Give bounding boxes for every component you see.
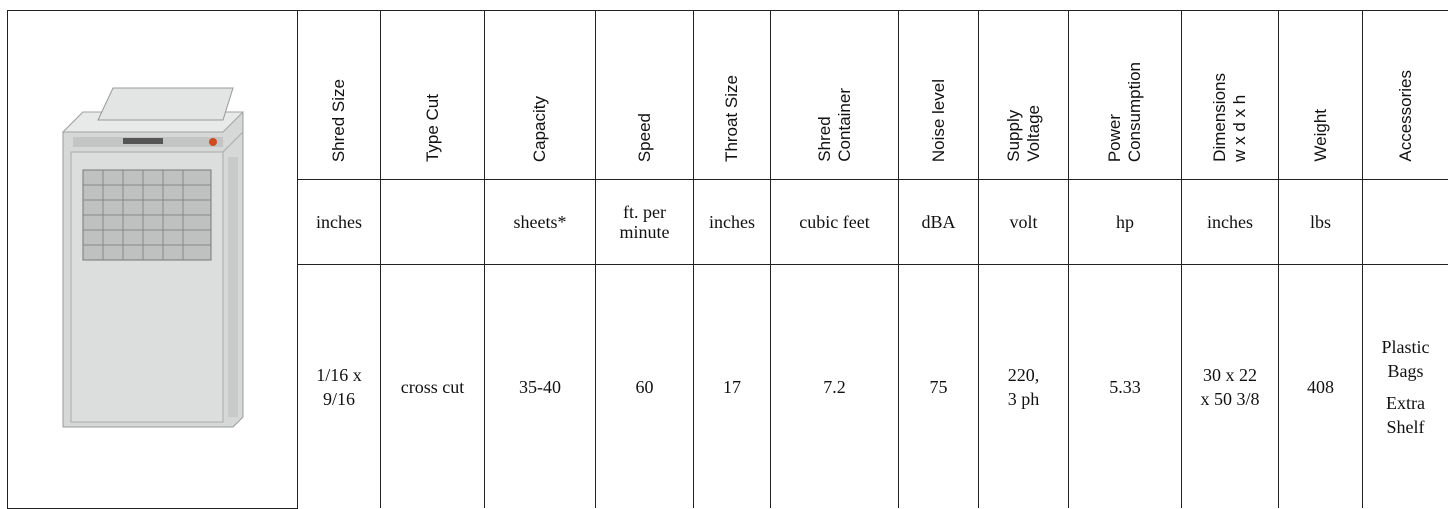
unit-cell: cubic feet [771,180,899,265]
header-text: Throat Size [722,63,742,174]
header-text: Noise level [929,67,949,174]
spec-table: Shred Size Type Cut Capacity Speed Throat Si… [7,10,1448,509]
header-line: Speed [635,113,655,162]
header-line: Supply [1004,105,1024,162]
column-header: Speed [596,11,694,180]
unit-cell: volt [979,180,1069,265]
unit-cell: inches [694,180,771,265]
value-cell: 220,3 ph [979,265,1069,509]
unit-cell: ft. per minute [596,180,694,265]
header-text: Type Cut [423,82,443,174]
value-line: 408 [1279,375,1362,399]
header-line: Type Cut [423,94,443,162]
shredder-image [53,82,253,432]
header-text: Speed [635,101,655,174]
header-line: Consumption [1125,62,1145,162]
value-line: 30 x 22 [1182,363,1278,387]
value-line: x 50 3/8 [1182,387,1278,411]
unit-cell: sheets* [485,180,596,265]
header-line: w x d x h [1230,73,1250,162]
column-header: Noise level [899,11,979,180]
value-line: 17 [694,375,770,399]
header-line: Noise level [929,79,949,162]
value-line: 75 [899,375,978,399]
column-header: Throat Size [694,11,771,180]
unit-cell [1363,180,1448,265]
header-row: Shred Size Type Cut Capacity Speed Throat Si… [8,11,1448,180]
header-line: Accessories [1396,70,1416,162]
value-cell: 7.2 [771,265,899,509]
value-line: Extra Shelf [1363,391,1448,439]
value-line: Plastic Bags [1363,335,1448,383]
value-line: 7.2 [771,375,898,399]
value-line: cross cut [381,375,484,399]
header-line: Voltage [1024,105,1044,162]
value-cell: 75 [899,265,979,509]
value-line: 1/16 x [298,363,380,387]
value-line: 3 ph [979,387,1068,411]
value-line: 60 [596,375,693,399]
header-text: Accessories [1396,58,1416,174]
header-line: Shred Size [329,79,349,162]
header-line: Container [835,88,855,162]
value-cell: 408 [1279,265,1363,509]
unit-cell: dBA [899,180,979,265]
column-header: Shred Size [298,11,381,180]
value-cell: 17 [694,265,771,509]
column-header: Weight [1279,11,1363,180]
column-header: Type Cut [381,11,485,180]
value-cell: 5.33 [1069,265,1182,509]
value-cell: 35-40 [485,265,596,509]
header-text: Shred Size [329,67,349,174]
unit-cell: inches [298,180,381,265]
value-cell: Plastic Bags Extra Shelf [1363,265,1448,509]
column-header: Accessories [1363,11,1448,180]
header-line: Power [1105,62,1125,162]
value-cell: cross cut [381,265,485,509]
value-line: 35-40 [485,375,595,399]
header-line: Weight [1311,109,1331,162]
header-line: Dimensions [1210,73,1230,162]
value-line: 5.33 [1069,375,1181,399]
product-image-cell [8,11,298,509]
header-line: Capacity [530,96,550,162]
header-text: Capacity [530,84,550,174]
value-line: 9/16 [298,387,380,411]
unit-cell [381,180,485,265]
header-line: Shred [815,88,835,162]
unit-cell: hp [1069,180,1182,265]
header-text: Weight [1311,97,1331,174]
unit-cell: lbs [1279,180,1363,265]
header-line: Throat Size [722,75,742,162]
unit-cell: inches [1182,180,1279,265]
value-line: 220, [979,363,1068,387]
column-header: Capacity [485,11,596,180]
value-cell: 60 [596,265,694,509]
